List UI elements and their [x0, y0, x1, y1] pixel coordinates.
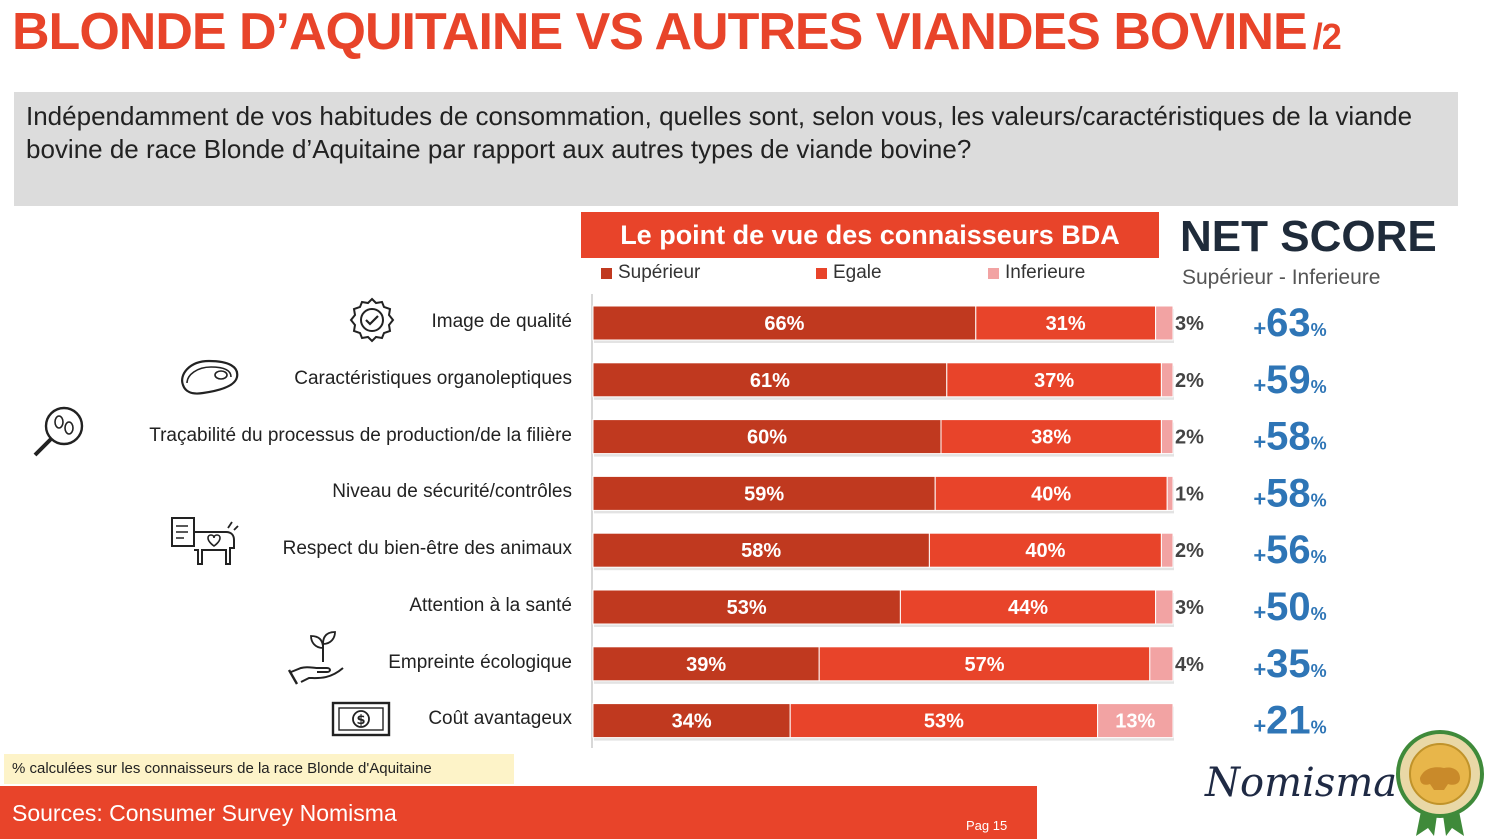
data-label: 53% [924, 711, 964, 733]
legend-item-inferieure: Inferieure [988, 262, 1085, 284]
net-score-value: +58% [1253, 415, 1326, 459]
category-label: Respect du bien-être des animaux [282, 538, 572, 559]
data-label: 66% [764, 313, 804, 335]
data-label: 39% [686, 654, 726, 676]
data-label: 13% [1115, 711, 1155, 733]
net-score-value: +56% [1253, 528, 1326, 572]
money-bill-icon: $ [331, 701, 391, 737]
bar-segment [1155, 305, 1174, 341]
legend-item-superieur: Supérieur [601, 262, 700, 284]
data-label: 37% [1034, 370, 1074, 392]
data-label: 59% [744, 483, 784, 505]
bar-segment [1097, 703, 1174, 739]
data-label: 31% [1046, 313, 1086, 335]
footer-bar: Sources: Consumer Survey Nomisma Pag 15 [0, 786, 1037, 839]
bar-segment [899, 589, 1157, 625]
legend-item-egale: Egale [816, 262, 882, 284]
bar-segment [789, 703, 1099, 739]
animal-welfare-icon [171, 517, 239, 565]
category-label: Attention à la santé [409, 595, 572, 616]
net-score-value: +63% [1253, 301, 1326, 345]
bar-segment [592, 646, 820, 682]
bar-segment [1160, 419, 1174, 455]
net-score-value: +50% [1253, 585, 1326, 629]
data-label: 40% [1031, 483, 1071, 505]
legend-swatch [816, 267, 827, 279]
net-score-value: +59% [1253, 358, 1326, 402]
footnote: % calculées sur les connaisseurs de la r… [4, 754, 514, 784]
bar-segment [592, 362, 948, 398]
net-score-title: NET SCORE [1180, 212, 1437, 261]
category-label: Coût avantageux [428, 708, 572, 729]
page-number: Pag 15 [966, 818, 1008, 833]
chart-legend: Supérieur Egale Inferieure [0, 262, 1504, 284]
nomisma-logo: Nomisma [1205, 760, 1398, 806]
survey-question: Indépendamment de vos habitudes de conso… [14, 92, 1458, 206]
bar-segment [946, 362, 1162, 398]
legend-swatch [601, 267, 612, 279]
data-label: 40% [1025, 540, 1065, 562]
traceability-magnifier-icon [33, 406, 84, 457]
data-label: 4% [1175, 654, 1204, 676]
category-label: Image de qualité [431, 311, 573, 332]
chart-banner: Le point de vue des connaisseurs BDA [581, 212, 1159, 258]
bar-segment [818, 646, 1151, 682]
bar-segment [934, 475, 1168, 511]
legend-label: Egale [833, 262, 882, 283]
data-label: 3% [1175, 597, 1204, 619]
data-label: 61% [750, 370, 790, 392]
net-score-subtitle: Supérieur - Inferieure [1182, 266, 1381, 289]
net-score-value: +21% [1253, 699, 1326, 743]
data-label: 44% [1008, 597, 1048, 619]
net-score-value: +58% [1253, 471, 1326, 515]
svg-text:$: $ [356, 713, 365, 728]
legend-label: Supérieur [618, 262, 701, 283]
bar-segment [592, 305, 977, 341]
data-label: 1% [1175, 483, 1204, 505]
bar-segment [1155, 589, 1174, 625]
bar-segment [940, 419, 1162, 455]
net-score-value: +35% [1253, 642, 1326, 686]
steak-icon [181, 359, 239, 395]
bar-segment [592, 589, 901, 625]
page-title-text: BLONDE D’AQUITAINE VS AUTRES VIANDES BOV… [12, 3, 1308, 61]
category-label: Caractéristiques organoleptiques [294, 368, 572, 389]
bar-segment [592, 419, 942, 455]
category-label: Empreinte écologique [388, 652, 572, 673]
data-label: 2% [1175, 370, 1204, 392]
bar-segment [592, 532, 930, 568]
legend-label: Inferieure [1005, 262, 1086, 283]
data-label: 57% [964, 654, 1004, 676]
bar-segment [975, 305, 1157, 341]
bar-segment [592, 475, 936, 511]
legend-swatch [988, 267, 999, 279]
page-title: BLONDE D’AQUITAINE VS AUTRES VIANDES BOV… [12, 2, 1342, 62]
bar-segment [1166, 475, 1174, 511]
data-label: 58% [741, 540, 781, 562]
bar-segment [1160, 532, 1174, 568]
data-label: 2% [1175, 427, 1204, 449]
blonde-aquitaine-seal-logo [1396, 730, 1484, 836]
quality-badge-icon [349, 297, 395, 343]
data-label: 3% [1175, 313, 1204, 335]
data-label: 53% [727, 597, 767, 619]
bar-segment [1160, 362, 1174, 398]
page-title-suffix: /2 [1312, 16, 1342, 57]
category-label: Niveau de sécurité/contrôles [332, 481, 572, 502]
bar-segment [1149, 646, 1174, 682]
category-label: Traçabilité du processus de production/d… [149, 425, 572, 446]
footer-source: Sources: Consumer Survey Nomisma [12, 800, 397, 826]
data-label: 2% [1175, 540, 1204, 562]
data-label: 38% [1031, 427, 1071, 449]
ecological-plant-icon [287, 631, 344, 685]
data-label: 60% [747, 427, 787, 449]
data-label: 34% [672, 711, 712, 733]
